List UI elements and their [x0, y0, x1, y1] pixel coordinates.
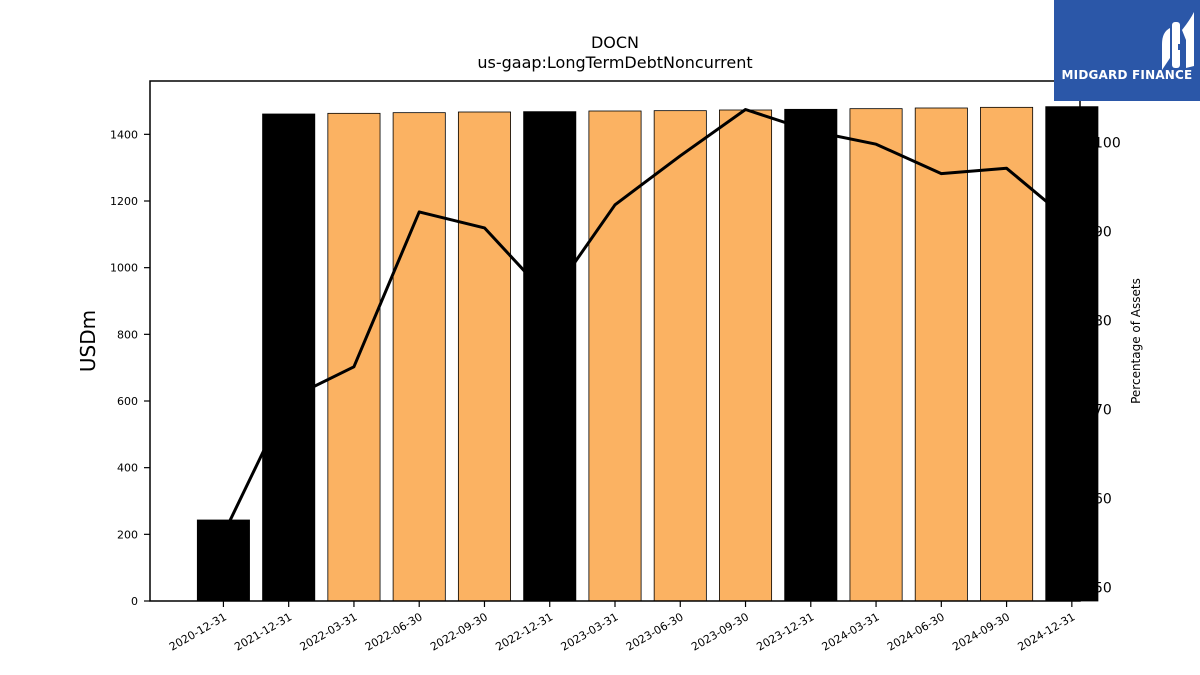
x-tick-label: 2023-03-31: [559, 610, 621, 653]
bar: [653, 110, 707, 602]
bar: [523, 111, 577, 602]
bar: [719, 109, 773, 602]
y2-tick-label: 70: [1094, 403, 1112, 419]
x-tick-label: 2022-06-30: [363, 610, 425, 653]
brand-logo: MIDGARD FINANCE: [1054, 0, 1200, 101]
midgard-logo-icon: [1162, 12, 1194, 70]
bar: [457, 111, 511, 602]
y2-tick-label: 90: [1094, 224, 1112, 240]
x-tick-label: 2023-09-30: [689, 610, 751, 653]
x-tick-label: 2024-06-30: [885, 610, 947, 653]
x-tick-label: 2023-12-31: [754, 610, 816, 653]
x-tick-label: 2022-12-31: [493, 610, 555, 653]
plot-frame: [149, 80, 1081, 602]
bar: [588, 110, 642, 602]
y2-tick-label: 80: [1094, 314, 1112, 330]
bar: [392, 112, 446, 602]
brand-name: MIDGARD FINANCE: [1061, 68, 1193, 82]
chart-title: DOCN: [591, 33, 639, 52]
x-tick-label: 2024-12-31: [1015, 610, 1077, 653]
x-tick-label: 2023-06-30: [624, 610, 686, 653]
y2-tick-label: 100: [1094, 135, 1121, 151]
chart-subtitle: us-gaap:LongTermDebtNoncurrent: [477, 53, 752, 72]
y-tick-label: 200: [117, 528, 138, 541]
y-axis-label: USDm: [76, 310, 100, 372]
bar: [784, 108, 838, 602]
y-tick-label: 600: [117, 395, 138, 408]
y-tick-label: 0: [131, 595, 138, 608]
y2-axis-label: Percentage of Assets: [1129, 278, 1143, 404]
y-tick-label: 800: [117, 328, 138, 341]
bar: [980, 106, 1034, 602]
y2-tick-label: 50: [1094, 581, 1112, 597]
bar: [849, 108, 903, 602]
x-tick-label: 2022-09-30: [428, 610, 490, 653]
bar: [327, 112, 381, 602]
y-tick-label: 1000: [110, 262, 138, 275]
x-tick-label: 2021-12-31: [232, 610, 294, 653]
y-tick-label: 400: [117, 462, 138, 475]
x-tick-label: 2024-03-31: [820, 610, 882, 653]
percentage-line: [222, 108, 1073, 535]
y-tick-label: 1200: [110, 195, 138, 208]
y-tick-label: 1400: [110, 128, 138, 141]
bar: [1045, 106, 1099, 602]
bar: [262, 113, 316, 602]
y2-tick-label: 60: [1094, 492, 1112, 508]
x-tick-label: 2020-12-31: [167, 610, 229, 653]
bar: [914, 107, 968, 602]
x-tick-label: 2022-03-31: [298, 610, 360, 653]
x-tick-label: 2024-09-30: [950, 610, 1012, 653]
